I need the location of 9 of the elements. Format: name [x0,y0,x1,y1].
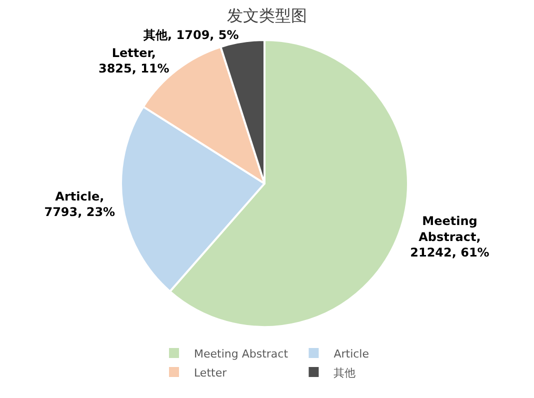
data-label: 其他, 1709, 5% [142,28,239,42]
chart-title: 发文类型图 [227,6,307,26]
legend-label: Article [334,347,370,360]
data-label: Letter, 3825, 11% [98,46,170,76]
data-label: Article, 7793, 23% [44,189,116,220]
legend-label: Letter [194,366,228,380]
data-label: Meeting Abstract, 21242, 61% [410,214,490,260]
legend-label: 其他 [334,366,356,380]
legend-label: Meeting Abstract [194,347,289,360]
